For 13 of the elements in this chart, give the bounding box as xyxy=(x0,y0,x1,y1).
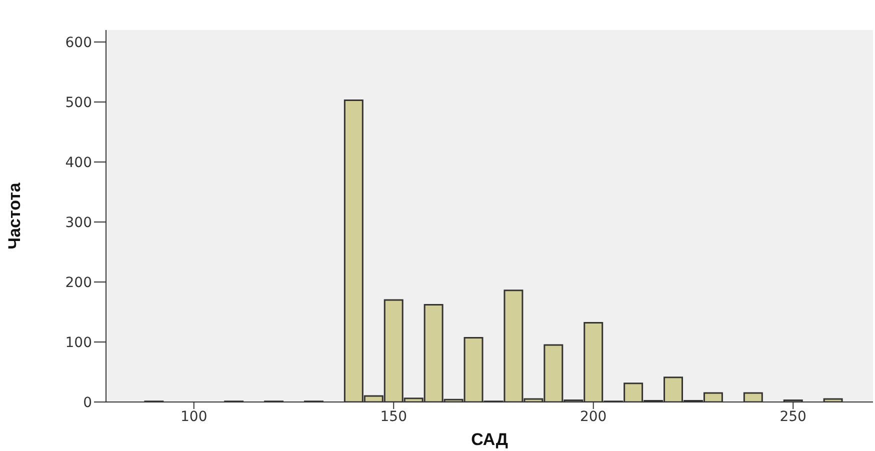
y-tick-label: 600 xyxy=(65,34,92,51)
y-tick-label: 300 xyxy=(65,214,92,231)
x-tick-label: 150 xyxy=(380,408,407,425)
x-tick-label: 200 xyxy=(580,408,607,425)
y-axis-title: Частота xyxy=(5,182,24,250)
y-tick-label: 400 xyxy=(65,154,92,171)
x-tick-label: 250 xyxy=(780,408,806,425)
y-tick-label: 500 xyxy=(65,94,92,111)
y-tick-label: 0 xyxy=(83,394,92,411)
x-axis-title: САД xyxy=(471,430,508,449)
x-tick-label: 100 xyxy=(180,408,208,425)
y-tick-label: 100 xyxy=(65,334,92,351)
y-tick-label: 200 xyxy=(65,274,92,291)
